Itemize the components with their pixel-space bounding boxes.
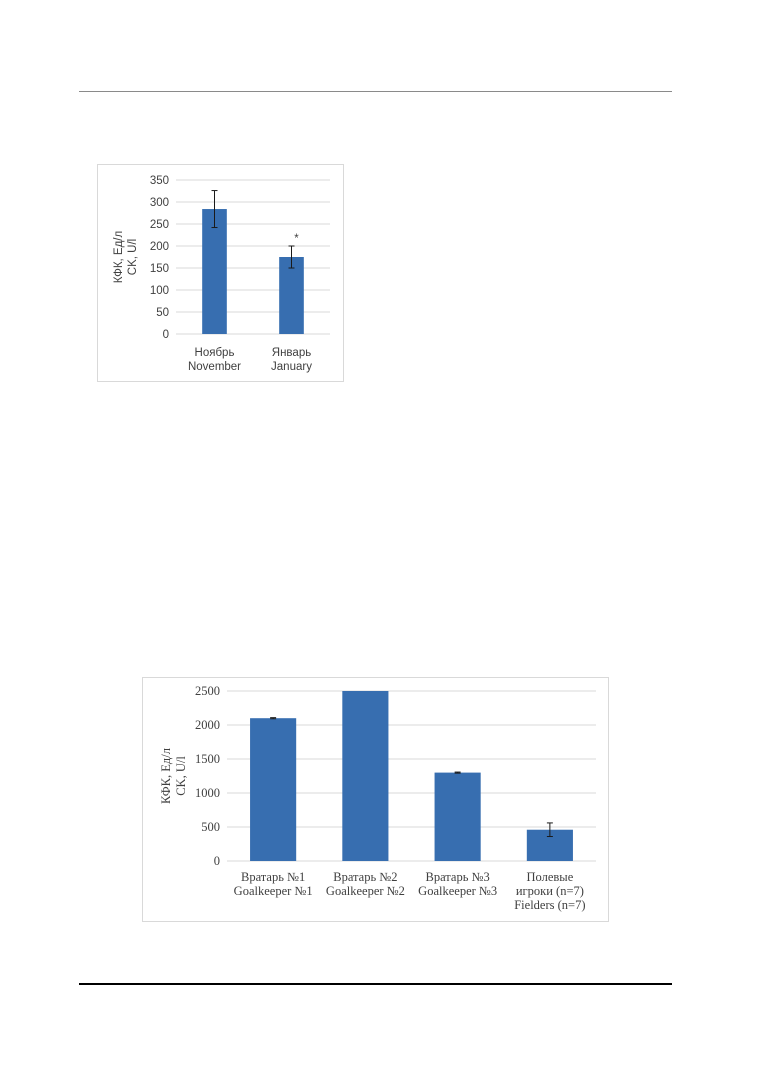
y-tick-label: 350 bbox=[150, 175, 169, 187]
x-category-label: November bbox=[188, 361, 241, 373]
x-category-label: Ноябрь bbox=[195, 347, 235, 359]
x-category-label: Полевые bbox=[527, 870, 574, 884]
chart-ck-by-player-svg: 0 500 1000 1500 2000 2500 КФК, Ед/л CK, U/l Врат… bbox=[159, 684, 596, 912]
bar bbox=[279, 257, 304, 334]
bar bbox=[250, 718, 297, 861]
y-tick-label: 50 bbox=[156, 307, 169, 319]
y-axis-label: КФК, Ед/л bbox=[159, 748, 173, 804]
x-category-label: Goalkeeper №2 bbox=[326, 884, 405, 898]
x-category-label: Goalkeeper №3 bbox=[418, 884, 497, 898]
y-axis-label: CK, U/l bbox=[174, 756, 188, 796]
bar bbox=[434, 772, 481, 861]
footer-rule bbox=[79, 983, 672, 985]
x-category-label: January bbox=[271, 361, 312, 373]
x-category-label: Вратарь №2 bbox=[333, 870, 397, 884]
y-tick-label: 300 bbox=[150, 197, 169, 209]
x-category-label: игроки (n=7) bbox=[516, 884, 584, 898]
y-tick-label: 0 bbox=[214, 854, 220, 868]
x-category-label: Fielders (n=7) bbox=[514, 898, 585, 912]
significance-marker: * bbox=[294, 233, 299, 245]
bar bbox=[202, 209, 227, 334]
chart-ck-by-month-svg: 0 50 100 150 200 250 300 350 КФК, Ед/л CK, U/l Ноя… bbox=[113, 175, 330, 373]
x-category-label: Вратарь №3 bbox=[426, 870, 490, 884]
y-axis-label: CK, U/l bbox=[127, 239, 139, 275]
bar bbox=[342, 691, 389, 861]
x-category-label: Январь bbox=[272, 347, 311, 359]
y-tick-label: 200 bbox=[150, 241, 169, 253]
y-tick-label: 500 bbox=[201, 820, 220, 834]
y-tick-label: 1500 bbox=[195, 752, 220, 766]
y-tick-label: 2500 bbox=[195, 684, 220, 698]
x-category-label: Вратарь №1 bbox=[241, 870, 305, 884]
y-tick-label: 100 bbox=[150, 285, 169, 297]
y-axis-label: КФК, Ед/л bbox=[113, 231, 125, 283]
y-tick-label: 150 bbox=[150, 263, 169, 275]
y-tick-label: 0 bbox=[163, 329, 169, 341]
chart-ck-by-player: 0 500 1000 1500 2000 2500 КФК, Ед/л CK, U/l Врат… bbox=[142, 677, 609, 922]
chart-ck-by-month: 0 50 100 150 200 250 300 350 КФК, Ед/л CK, U/l Ноя… bbox=[97, 164, 344, 382]
header-rule bbox=[79, 91, 672, 92]
y-tick-label: 1000 bbox=[195, 786, 220, 800]
y-tick-label: 250 bbox=[150, 219, 169, 231]
y-tick-label: 2000 bbox=[195, 718, 220, 732]
x-category-label: Goalkeeper №1 bbox=[234, 884, 313, 898]
